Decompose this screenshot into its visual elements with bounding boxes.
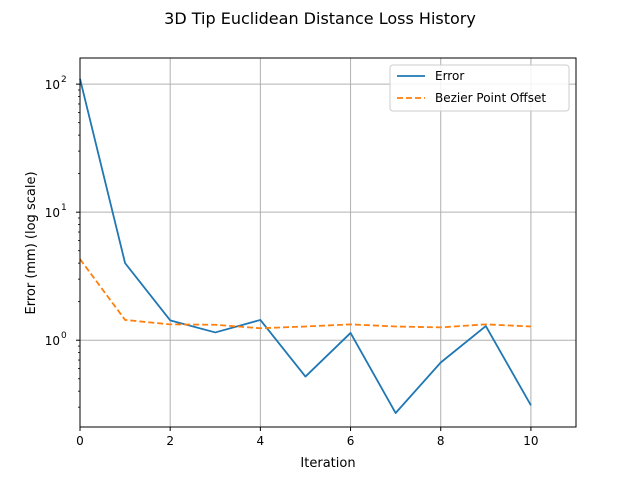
y-tick-exponent: 2 [61,75,67,85]
x-tick-label: 10 [523,434,538,448]
y-tick-exponent: 0 [61,331,67,341]
plot-frame [79,57,577,428]
x-tick-label: 4 [257,434,265,448]
x-axis-label: Iteration [300,456,355,471]
series-line-2 [79,258,531,330]
y-tick-label: 10 [45,206,60,220]
series-line-1 [79,78,532,414]
y-tick-label: 10 [45,78,60,92]
plot-series [79,78,532,414]
legend-box [389,64,570,112]
x-tick-label: 6 [347,434,355,448]
y-tick-label: 10 [45,334,60,348]
x-tick-label: 2 [166,434,174,448]
x-tick-label: 0 [76,434,84,448]
x-tick-label: 8 [437,434,445,448]
y-axis-label: Error (mm) (log scale) [24,171,39,314]
legend-label: Bezier Point Offset [435,91,546,105]
legend-label: Error [435,69,464,83]
y-tick-exponent: 1 [61,203,67,213]
chart-title: 3D Tip Euclidean Distance Loss History [164,9,476,28]
legend: Error Bezier Point Offset [389,64,570,112]
